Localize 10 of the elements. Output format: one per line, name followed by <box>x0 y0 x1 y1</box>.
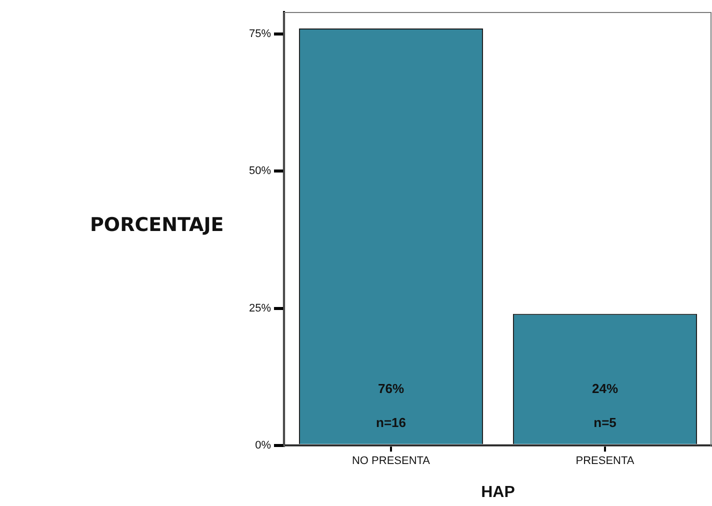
x-axis-title: HAP <box>481 484 516 501</box>
y-axis-title: PORCENTAJE <box>90 214 224 236</box>
text: 76% n=16 <box>376 381 406 430</box>
x-tick-label: NO PRESENTA <box>352 455 431 468</box>
x-tick-label: PRESENTA <box>576 455 635 468</box>
y-tick-label: 50% <box>248 165 272 178</box>
y-tick-label: 0% <box>255 440 272 452</box>
y-tick-label: 75% <box>248 28 272 40</box>
y-tick-label: 25% <box>248 302 272 314</box>
text: 24% n=5 <box>592 381 618 430</box>
